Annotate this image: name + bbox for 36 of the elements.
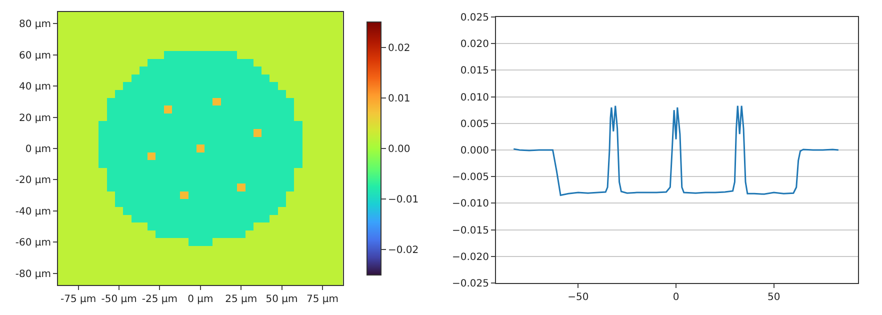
x-tick-label: -25 µm bbox=[142, 294, 178, 305]
y-tick-label: 20 µm bbox=[18, 112, 51, 124]
y-tick-label: −0.015 bbox=[452, 225, 489, 236]
y-tick-label: 0 µm bbox=[25, 144, 51, 155]
y-tick-label: 0.000 bbox=[460, 146, 489, 156]
y-tick-label: 0.005 bbox=[460, 118, 489, 130]
x-tick-label: 50 bbox=[767, 292, 780, 303]
color-bar-label: −0.02 bbox=[388, 245, 419, 256]
x-tick-label: 50 µm bbox=[266, 294, 298, 305]
y-tick-label: −0.010 bbox=[452, 198, 489, 210]
y-tick-label: 60 µm bbox=[18, 50, 51, 62]
y-tick-label: -20 µm bbox=[15, 175, 51, 186]
x-tick-label: 25 µm bbox=[225, 294, 258, 305]
x-tick-label: -50 µm bbox=[101, 294, 137, 305]
x-tick-label: 75 µm bbox=[306, 294, 338, 305]
y-tick-label: −0.005 bbox=[452, 172, 489, 184]
y-tick-label: 0.025 bbox=[460, 12, 489, 24]
color-bar-label: 0.01 bbox=[388, 93, 410, 104]
line-series bbox=[512, 105, 840, 196]
color-bar-label: 0.00 bbox=[388, 144, 410, 155]
y-tick-label: 0.015 bbox=[460, 66, 489, 77]
y-tick-label: −0.025 bbox=[452, 278, 489, 290]
color-bar-label: −0.01 bbox=[388, 194, 419, 206]
color-bar-label: 0.02 bbox=[388, 42, 410, 54]
x-tick-label: -75 µm bbox=[60, 294, 96, 305]
y-tick-label: 0.020 bbox=[460, 39, 489, 50]
y-tick-label: -40 µm bbox=[15, 206, 51, 218]
y-tick-label: 40 µm bbox=[18, 82, 51, 93]
x-tick-label: −50 bbox=[568, 292, 589, 303]
y-tick-label: −0.020 bbox=[452, 252, 489, 263]
y-tick-label: 80 µm bbox=[18, 19, 51, 30]
x-tick-label: 0 bbox=[672, 292, 680, 303]
x-tick-label: 0 µm bbox=[188, 294, 214, 305]
y-tick-label: 0.010 bbox=[460, 92, 489, 104]
y-tick-label: -60 µm bbox=[15, 238, 51, 249]
y-tick-label: -80 µm bbox=[15, 268, 51, 280]
